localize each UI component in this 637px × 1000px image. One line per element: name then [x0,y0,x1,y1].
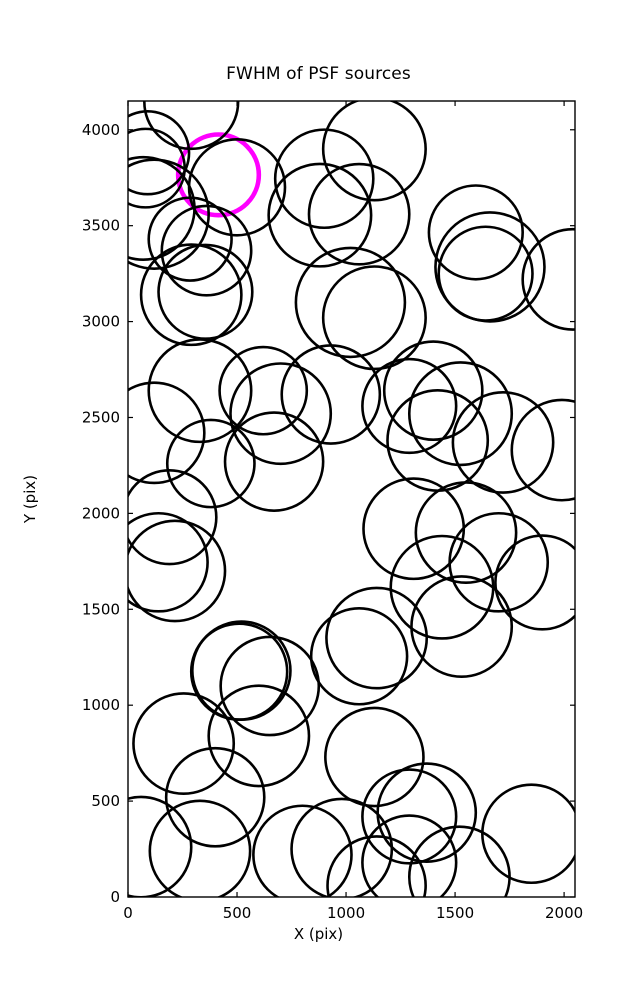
x-tick-label: 2000 [545,904,583,922]
psf-source-circle [128,511,209,613]
psf-source-circle [521,227,575,331]
psf-source-circle [481,783,575,885]
psf-source-circle [189,622,289,721]
psf-source-circle [128,158,210,270]
psf-source-circle [389,534,495,640]
psf-source-circle [207,684,311,788]
psf-source-circle [448,511,550,613]
psf-source-circle [128,469,218,566]
psf-source-circle-highlighted [175,132,262,218]
psf-source-circle [143,101,240,151]
psf-source-circle [148,799,252,897]
psf-source-circle [223,411,325,512]
y-tick-label: 0 [110,888,120,906]
psf-source-circle [407,825,511,897]
psf-source-circle [280,344,382,445]
psf-source-circle [326,835,427,897]
psf-source-circle [361,768,458,865]
psf-source-circle [229,362,333,466]
psf-source-circle [290,797,394,897]
psf-source-circle [164,746,266,848]
psf-source-circle [147,196,233,282]
page-title: FWHM of PSF sources [226,64,411,84]
y-tick-label: 1000 [82,696,120,714]
psf-source-circle [187,138,287,237]
psf-source-circle [294,246,407,359]
psf-source-circle [128,381,206,485]
axes-layer [127,100,576,898]
psf-source-circle [157,243,254,341]
psf-source-circle [451,390,555,494]
y-tick-label: 1500 [82,600,120,618]
x-axis-label: X (pix) [293,925,344,943]
psf-source-circle [218,345,309,436]
tick-labels-layer: 0 500 1000 1500 2000 0 500 1000 1500 2000 2500 3000… [82,121,583,922]
psf-source-circle [361,357,458,455]
psf-source-circle [160,204,253,297]
psf-source-circle [252,804,353,897]
psf-source-circle [324,706,425,808]
psf-source-circle [410,575,514,678]
y-tick-label: 3000 [82,313,120,331]
psf-source-circle [139,243,243,347]
psf-source-circle [321,265,427,371]
y-tick-label: 4000 [82,121,120,139]
psf-source-circle [494,534,575,631]
psf-source-circle [309,607,409,706]
psf-circles-layer [128,101,575,897]
psf-source-circle [147,338,253,444]
psf-source-circle [273,128,375,230]
psf-source-circle [437,225,534,322]
x-tick-label: 1000 [327,904,365,922]
y-tick-label: 2500 [82,408,120,426]
x-tick-label: 1500 [436,904,474,922]
psf-source-circle [427,184,524,281]
psf-source-circle [219,635,321,737]
psf-source-circle [307,162,411,266]
x-tick-label: 500 [223,904,252,922]
psf-source-circle [165,418,256,509]
psf-source-circle [414,481,518,585]
psf-source-circle [128,110,191,196]
psf-source-circle [267,162,373,268]
x-tick-label: 0 [123,904,133,922]
y-tick-label: 500 [91,792,120,810]
psf-source-circle [321,101,427,202]
psf-source-circle [382,340,484,441]
psf-source-circle [325,586,429,690]
psf-source-circle [128,519,227,623]
psf-source-circle [128,795,193,897]
y-axis-label: Y (pix) [21,474,39,524]
psf-source-circle [407,361,514,467]
y-tick-label: 2000 [82,504,120,522]
axes-frame [127,100,576,898]
psf-source-circle [361,814,458,897]
psf-source-circle [132,692,236,795]
y-tick-label: 3500 [82,217,120,235]
psf-source-circle [510,398,575,502]
